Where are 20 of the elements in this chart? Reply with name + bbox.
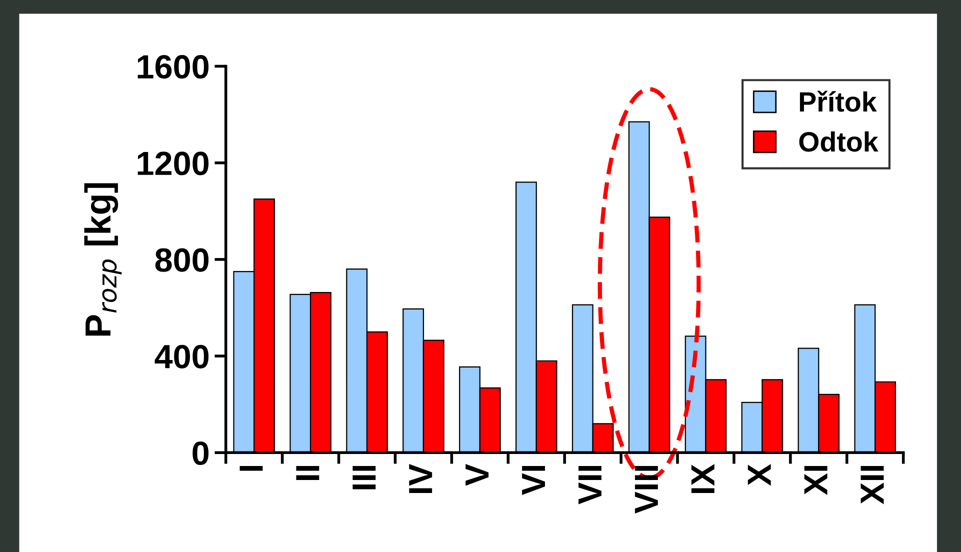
legend-label: Přítok — [800, 90, 877, 112]
x-tick-label: X — [748, 464, 771, 486]
x-tick-label: I — [240, 466, 263, 471]
legend-label: Odtok — [799, 131, 878, 152]
y-tick-label: 1200 — [138, 152, 209, 176]
x-tick-label: VIII — [634, 466, 658, 514]
x-tick-label: VI — [522, 466, 545, 496]
x-tick-label: IV — [409, 464, 432, 494]
y-tick-label: 1600 — [138, 55, 209, 79]
y-tick-label: 800 — [155, 248, 208, 272]
x-tick-label: XII — [860, 466, 884, 504]
x-tick-label: III — [352, 466, 376, 490]
y-axis-title: P$_{rozp}$ [kg] — [84, 183, 122, 336]
x-tick-label: V — [466, 464, 489, 486]
x-tick-label: II — [296, 466, 320, 480]
x-tick-label: IX — [691, 464, 714, 494]
x-tick-label: XI — [804, 466, 828, 495]
x-tick-label: VII — [578, 466, 602, 504]
y-tick-label: 0 — [192, 441, 208, 466]
y-tick-label: 400 — [154, 344, 208, 368]
